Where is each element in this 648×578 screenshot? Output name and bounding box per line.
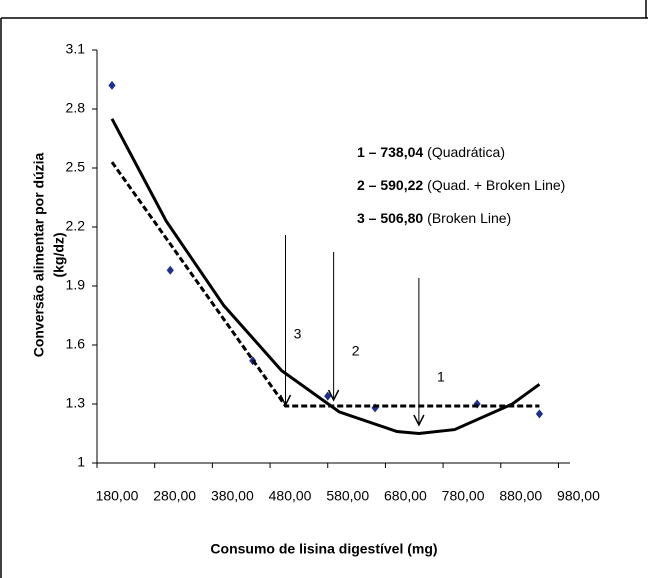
note: 3 – 506,80 (Broken Line) xyxy=(357,210,511,226)
x-tick-label: 580,00 xyxy=(326,488,369,504)
x-tick-label: 780,00 xyxy=(442,488,485,504)
note-value: 2 – 590,22 xyxy=(357,177,423,193)
arrow-head xyxy=(413,414,425,427)
y-tick-label: 2.5 xyxy=(66,159,86,175)
y-tick-label: 1.6 xyxy=(66,336,86,352)
arrow-head xyxy=(279,394,292,407)
note-value: 1 – 738,04 xyxy=(357,144,423,160)
x-tick-label: 880,00 xyxy=(499,488,542,504)
note-method: (Quad. + Broken Line) xyxy=(427,177,565,193)
note: 2 – 590,22 (Quad. + Broken Line) xyxy=(357,177,565,193)
y-tick-label: 1 xyxy=(77,454,85,470)
data-point xyxy=(108,80,116,90)
note: 1 – 738,04 (Quadrática) xyxy=(357,144,505,160)
y-tick-label: 1.9 xyxy=(66,277,86,293)
x-tick-label: 980,00 xyxy=(557,488,600,504)
data-point xyxy=(371,403,379,413)
y-axis-title-unit: (kg/dz) xyxy=(51,232,67,277)
x-tick-label: 680,00 xyxy=(384,488,427,504)
x-tick-label: 380,00 xyxy=(211,488,254,504)
y-tick-label: 2.2 xyxy=(66,218,86,234)
note-value: 3 – 506,80 xyxy=(357,210,423,226)
y-tick-label: 2.8 xyxy=(66,100,86,116)
arrow-label: 1 xyxy=(437,369,445,385)
x-tick-label: 180,00 xyxy=(96,488,139,504)
x-tick-label: 480,00 xyxy=(269,488,312,504)
data-point xyxy=(535,409,544,419)
note-method: (Broken Line) xyxy=(427,210,511,226)
y-tick-label: 3.1 xyxy=(66,41,86,57)
quadratic-curve xyxy=(110,118,541,436)
x-axis-title: Consumo de lisina digestível (mg) xyxy=(210,541,437,557)
note-method: (Quadrática) xyxy=(427,144,505,160)
y-tick-label: 1.3 xyxy=(66,395,86,411)
data-point xyxy=(324,391,332,401)
data-point xyxy=(166,265,174,275)
arrow-label: 3 xyxy=(294,326,302,342)
arrow-label: 2 xyxy=(352,343,360,359)
y-axis-title: Conversão alimentar por dúzia xyxy=(31,152,47,357)
arrow-head xyxy=(327,389,340,402)
x-tick-label: 280,00 xyxy=(153,488,196,504)
